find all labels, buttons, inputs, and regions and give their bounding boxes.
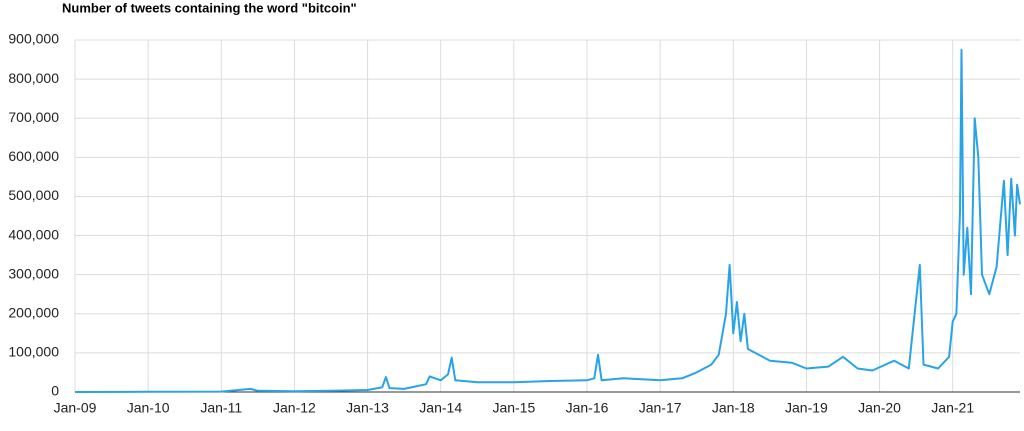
y-tick-label: 200,000 [8,304,59,320]
x-tick-label: Jan-19 [785,400,828,416]
x-tick-label: Jan-16 [566,400,609,416]
y-tick-label: 400,000 [8,226,59,242]
y-tick-label: 900,000 [8,31,59,47]
y-tick-label: 500,000 [8,187,59,203]
y-tick-label: 300,000 [8,265,59,281]
x-tick-label: Jan-14 [419,400,462,416]
y-tick-label: 100,000 [8,344,59,360]
x-tick-label: Jan-13 [346,400,389,416]
x-tick-label: Jan-10 [127,400,170,416]
x-tick-label: Jan-20 [858,400,901,416]
x-tick-label: Jan-12 [273,400,316,416]
x-tick-label: Jan-18 [712,400,755,416]
x-tick-label: Jan-09 [54,400,97,416]
x-tick-label: Jan-21 [931,400,974,416]
line-series [74,48,1021,393]
x-tick-label: Jan-15 [492,400,535,416]
x-tick-label: Jan-17 [639,400,682,416]
y-tick-label: 800,000 [8,70,59,86]
y-tick-label: 600,000 [8,148,59,164]
chart-title: Number of tweets containing the word "bi… [62,0,357,15]
x-tick-label: Jan-11 [200,400,242,416]
y-tick-label: 700,000 [8,109,59,125]
y-tick-label: 0 [51,383,59,399]
